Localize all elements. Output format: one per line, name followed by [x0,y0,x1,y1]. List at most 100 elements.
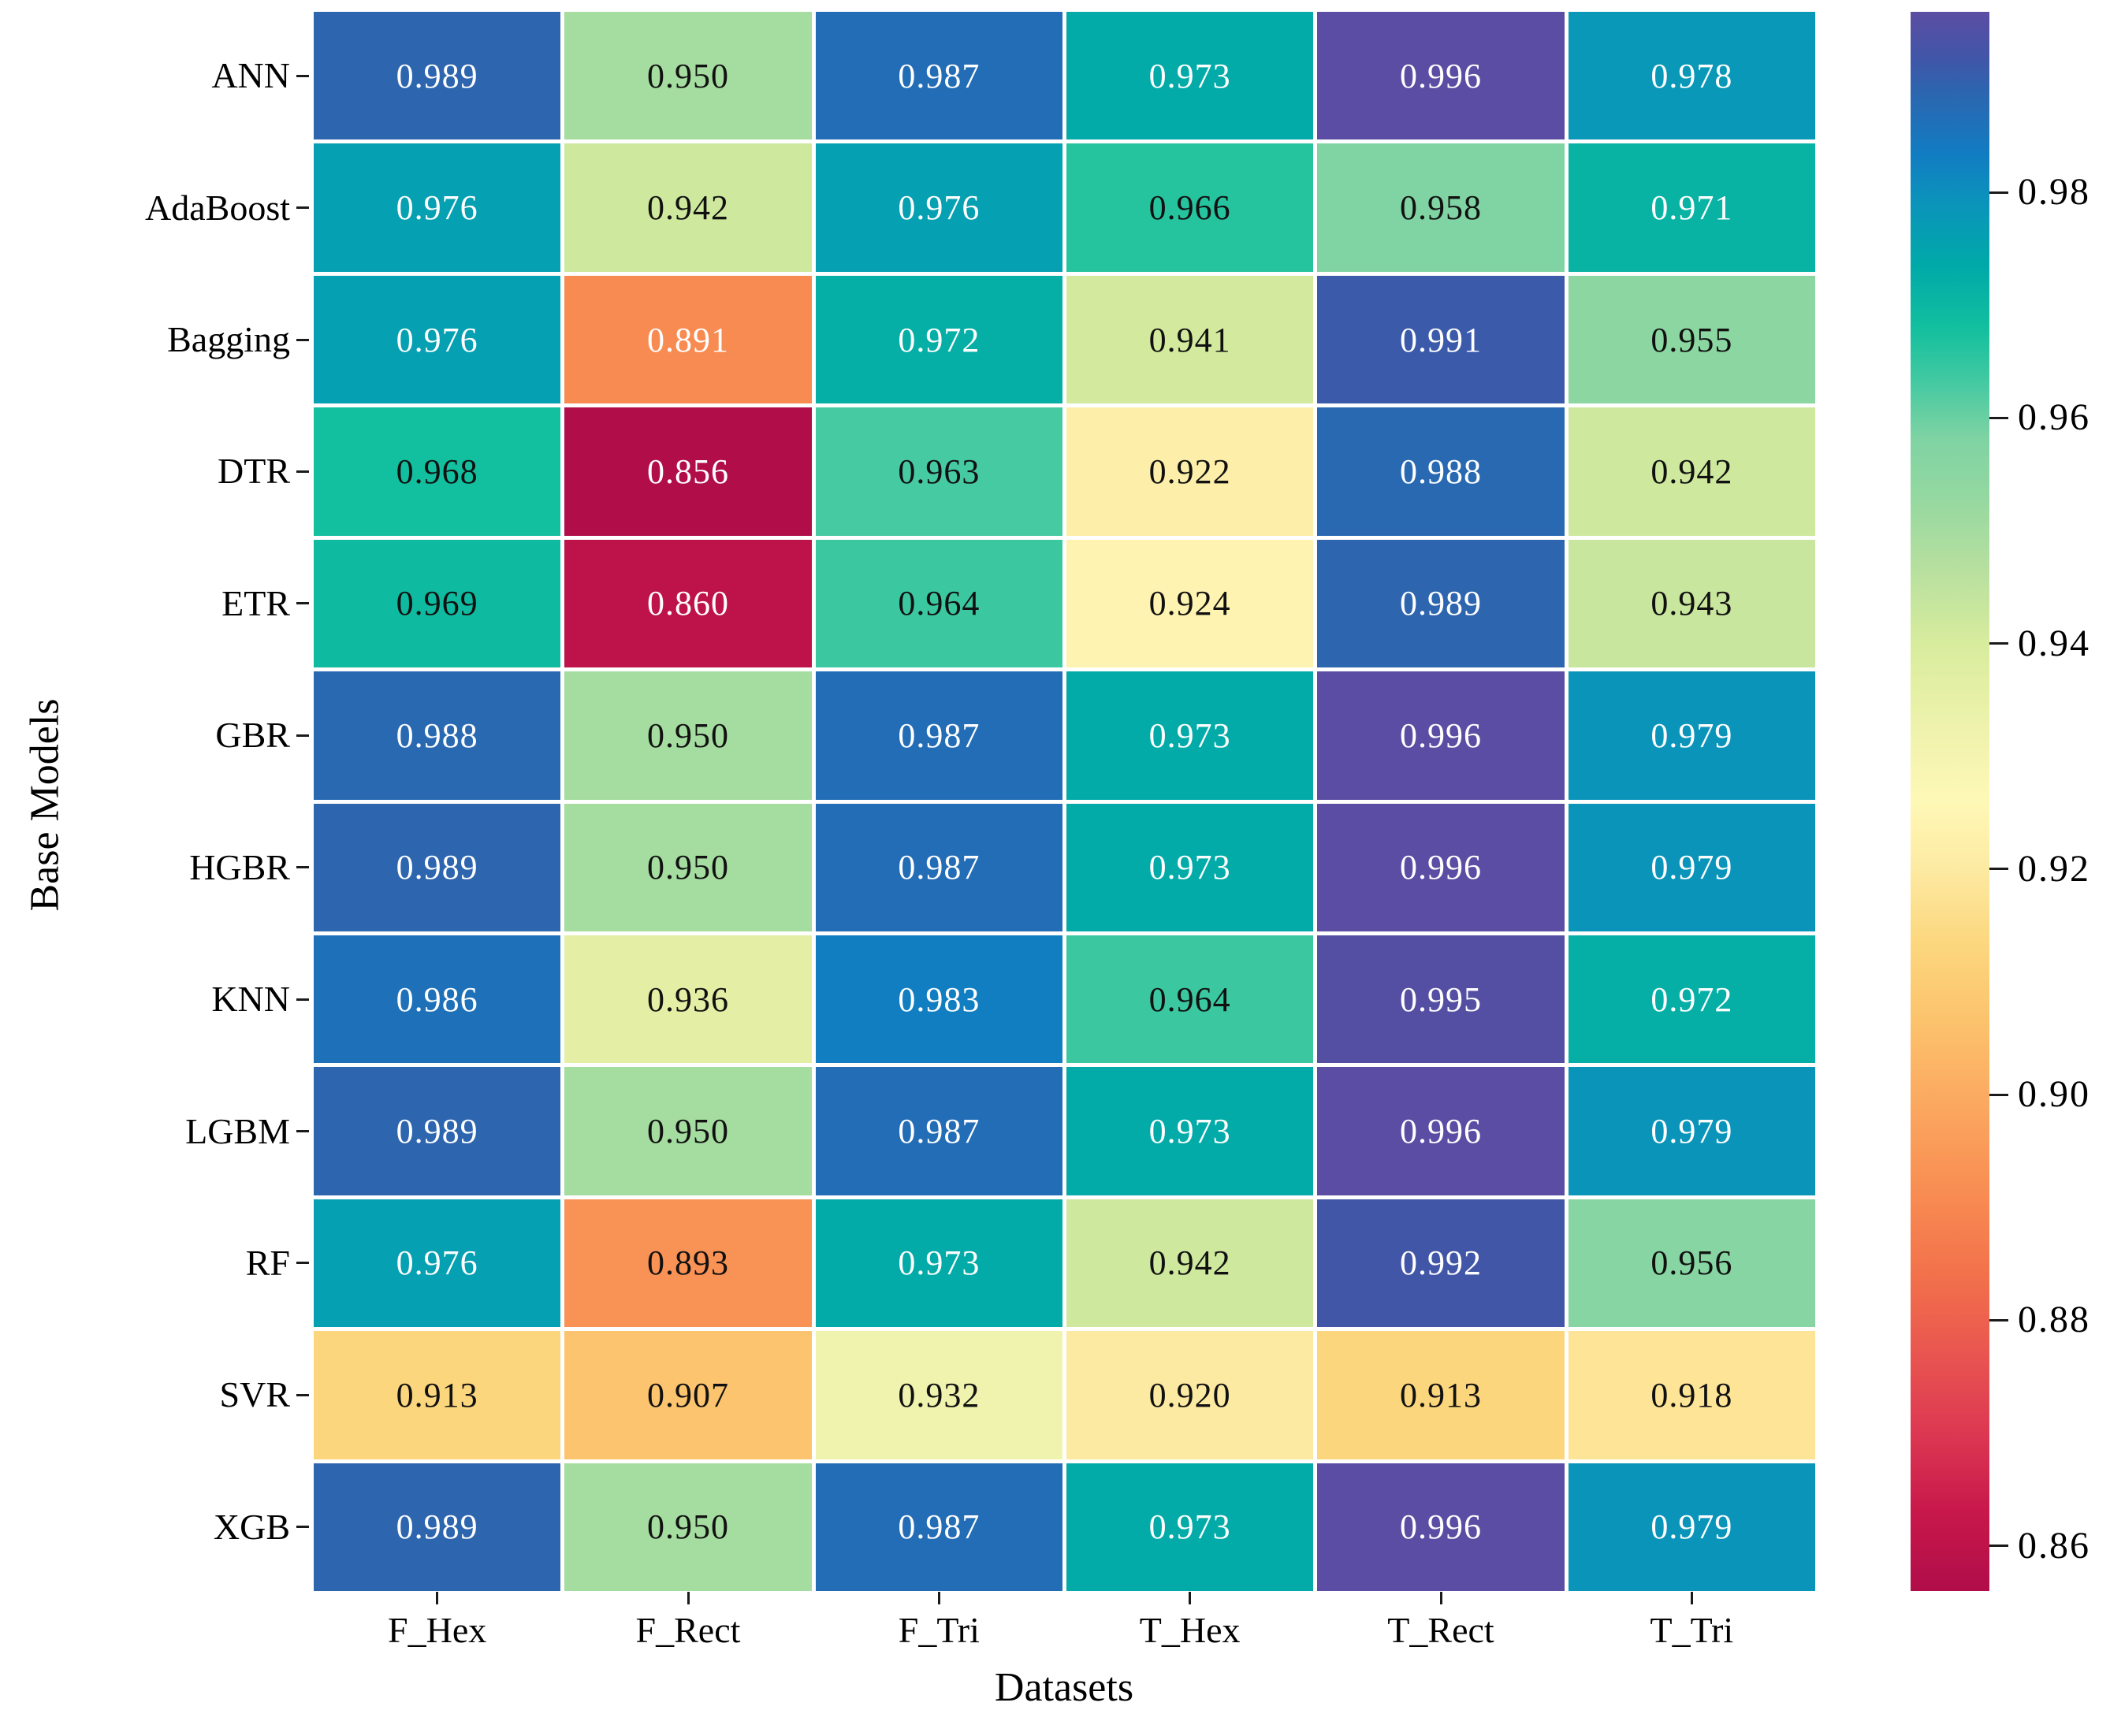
heatmap-cell: 0.920 [1066,1331,1314,1459]
heatmap-cell: 0.955 [1568,275,1815,404]
heatmap-cell: 0.922 [1066,407,1314,536]
heatmap-cell: 0.963 [815,407,1062,536]
y-tick-mark [296,1262,309,1265]
y-tick-label: XGB [213,1506,290,1547]
heatmap-cell: 0.973 [1066,803,1314,931]
heatmap-cell: 0.950 [564,1067,812,1195]
heatmap-cell: 0.976 [314,143,561,272]
heatmap-cell: 0.996 [1317,1463,1565,1591]
y-tick-label: RF [245,1242,290,1283]
colorbar-tick-label: 0.90 [2018,1073,2090,1116]
heatmap-cell: 0.987 [815,671,1062,800]
heatmap-cell: 0.942 [564,143,812,272]
heatmap-cell: 0.976 [314,1199,561,1328]
y-tick-mark [296,206,309,210]
y-tick-label: HGBR [189,846,290,887]
heatmap-cell: 0.942 [1066,1199,1314,1328]
heatmap-cell: 0.913 [1317,1331,1565,1459]
heatmap-cell: 0.979 [1568,803,1815,931]
colorbar-tick-label: 0.98 [2018,171,2090,214]
heatmap-cell: 0.989 [1317,539,1565,668]
y-tick-label: AdaBoost [145,187,290,228]
y-tick-mark [296,1526,309,1529]
heatmap: 0.989 0.950 0.987 0.973 0.996 0.978 0.976 0.942… [314,12,1815,1591]
heatmap-cell: 0.958 [1317,143,1565,272]
y-tick-label: GBR [215,715,290,756]
y-tick-mark [296,338,309,341]
heatmap-cell: 0.992 [1317,1199,1565,1328]
heatmap-cell: 0.966 [1066,143,1314,272]
heatmap-cell: 0.950 [564,803,812,931]
heatmap-cell: 0.987 [815,1067,1062,1195]
heatmap-cell: 0.987 [815,1463,1062,1591]
x-tick-mark [1690,1592,1693,1604]
heatmap-cell: 0.971 [1568,143,1815,272]
x-tick-mark [687,1592,690,1604]
heatmap-cell: 0.972 [815,275,1062,404]
heatmap-cell: 0.987 [815,12,1062,140]
heatmap-cell: 0.936 [564,935,812,1064]
x-tick-label: T_Tri [1650,1610,1734,1650]
colorbar-tick-mark [1989,191,2008,194]
y-axis-title: Base Models [22,698,68,912]
y-tick-mark [296,470,309,473]
heatmap-cell: 0.979 [1568,1463,1815,1591]
heatmap-cell: 0.950 [564,1463,812,1591]
heatmap-cell: 0.988 [314,671,561,800]
x-tick-label: F_Tri [898,1610,980,1650]
y-tick-mark [296,734,309,737]
y-tick-label: SVR [219,1374,290,1415]
y-tick-mark [296,1130,309,1133]
colorbar-tick-label: 0.92 [2018,847,2090,890]
heatmap-cell: 0.860 [564,539,812,668]
heatmap-cell: 0.918 [1568,1331,1815,1459]
heatmap-cell: 0.996 [1317,671,1565,800]
heatmap-cell: 0.969 [314,539,561,668]
colorbar-tick-mark [1989,1318,2008,1322]
heatmap-cell: 0.989 [314,803,561,931]
heatmap-cell: 0.932 [815,1331,1062,1459]
heatmap-cell: 0.964 [1066,935,1314,1064]
heatmap-cell: 0.942 [1568,407,1815,536]
x-tick-label: F_Hex [388,1610,487,1650]
x-axis-title: Datasets [994,1665,1134,1710]
colorbar-tick-mark [1989,1093,2008,1096]
heatmap-cell: 0.856 [564,407,812,536]
heatmap-cell: 0.983 [815,935,1062,1064]
y-tick-mark [296,74,309,77]
colorbar-tick-mark [1989,1545,2008,1548]
colorbar-gradient [1911,12,1989,1591]
y-tick-mark [296,866,309,869]
heatmap-cell: 0.973 [1066,12,1314,140]
heatmap-cell: 0.891 [564,275,812,404]
y-tick-mark [296,602,309,605]
y-tick-label: DTR [218,451,290,492]
y-tick-label: KNN [211,979,290,1020]
y-tick-label: ANN [211,55,290,96]
x-tick-mark [436,1592,439,1604]
heatmap-cell: 0.943 [1568,539,1815,668]
heatmap-cell: 0.996 [1317,1067,1565,1195]
heatmap-cell: 0.988 [1317,407,1565,536]
heatmap-cell: 0.976 [815,143,1062,272]
heatmap-cell: 0.989 [314,1463,561,1591]
heatmap-cell: 0.996 [1317,803,1565,931]
heatmap-cell: 0.956 [1568,1199,1815,1328]
x-tick-mark [1439,1592,1442,1604]
x-tick-label: T_Rect [1387,1610,1494,1650]
colorbar-tick-label: 0.94 [2018,622,2090,664]
heatmap-cell: 0.979 [1568,671,1815,800]
heatmap-cell: 0.995 [1317,935,1565,1064]
heatmap-cell: 0.893 [564,1199,812,1328]
heatmap-cell: 0.986 [314,935,561,1064]
colorbar-tick-label: 0.88 [2018,1299,2090,1341]
heatmap-cell: 0.964 [815,539,1062,668]
heatmap-cell: 0.973 [1066,1067,1314,1195]
y-tick-mark [296,998,309,1001]
heatmap-cell: 0.973 [1066,1463,1314,1591]
heatmap-cell: 0.978 [1568,12,1815,140]
colorbar-tick-mark [1989,642,2008,645]
heatmap-cell: 0.996 [1317,12,1565,140]
heatmap-cell: 0.973 [1066,671,1314,800]
